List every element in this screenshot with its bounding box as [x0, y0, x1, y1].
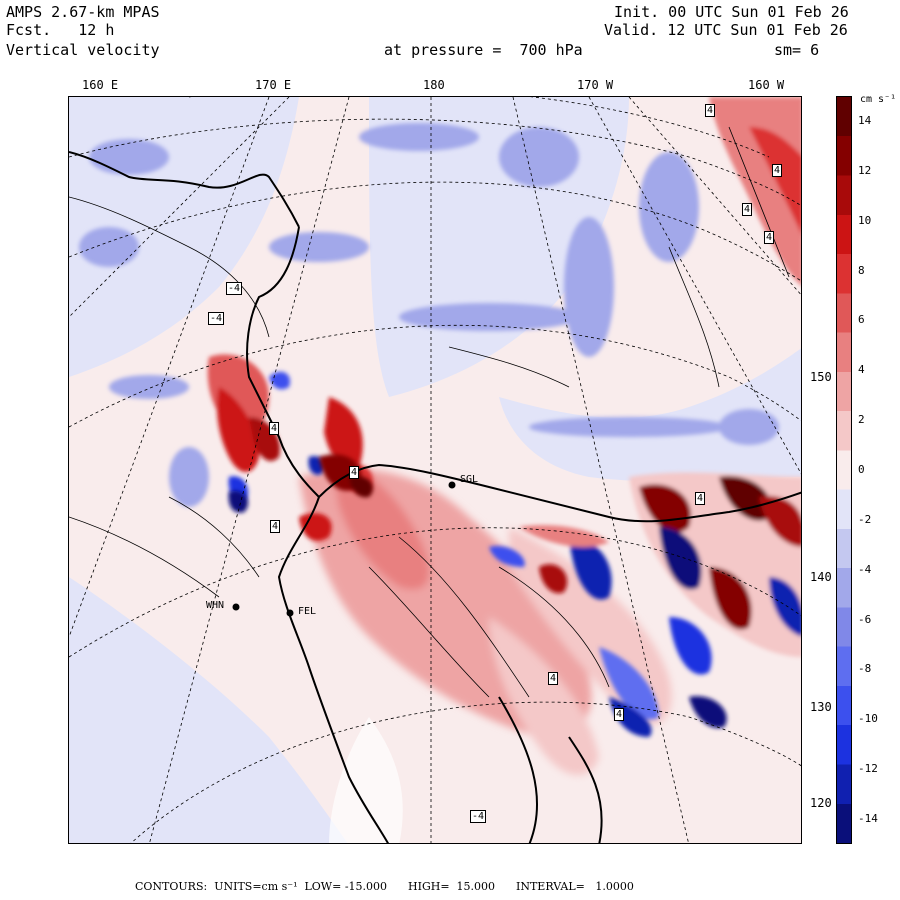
colorbar-tick-label: -6 [858, 612, 872, 626]
init-time: Init. 00 UTC Sun 01 Feb 26 [614, 3, 849, 21]
station-label-whn: WHN [206, 600, 225, 611]
colorbar-tick-label: -10 [858, 712, 878, 726]
colorbar-tick-label: -4 [858, 562, 872, 576]
colorbar-tick-label: 8 [858, 263, 865, 277]
contour-label: 4 [742, 203, 753, 216]
model-title: AMPS 2.67-km MPAS [6, 3, 160, 21]
contour-label: 4 [270, 520, 281, 533]
contour-label: 4 [772, 164, 783, 177]
contour-label: 4 [349, 466, 360, 479]
colorbar-unit: cm s⁻¹ [860, 94, 897, 105]
forecast-hour: Fcst. 12 h [6, 21, 115, 39]
colorbar-tick-label: 4 [858, 363, 865, 377]
colorbar-tick-label: 14 [858, 113, 872, 127]
contour-label: 4 [764, 231, 775, 244]
variable-name: Vertical velocity [6, 41, 160, 59]
contour-label: 4 [705, 104, 716, 117]
contour-info: CONTOURS: UNITS=cm s⁻¹ LOW= -15.000 HIGH… [135, 880, 634, 893]
colorbar-tick-label: -14 [858, 812, 878, 826]
colorbar-tick-label: -8 [858, 662, 872, 676]
colorbar-tick-label: 12 [858, 163, 872, 177]
colorbar-tick-label: 2 [858, 413, 865, 427]
station-marker [286, 609, 294, 617]
station-label-fel: FEL [298, 606, 317, 617]
contour-label: 4 [695, 492, 706, 505]
contour-label: -4 [208, 312, 225, 325]
smoothing: sm= 6 [774, 41, 820, 59]
colorbar-tick-label: -2 [858, 512, 872, 526]
lon-label: 180 [423, 78, 445, 92]
station-label-sgl: SGL [460, 474, 479, 485]
lon-label: 160 W [748, 78, 785, 92]
pressure-level: at pressure = 700 hPa [384, 41, 583, 59]
contour-label: -4 [470, 810, 487, 823]
colorbar-tick-label: 10 [858, 213, 872, 227]
lon-label: 160 E [82, 78, 119, 92]
vertical-velocity-map [68, 96, 802, 844]
contour-label: 4 [269, 422, 280, 435]
colorbar-tick-label: -12 [858, 762, 878, 776]
contour-label: -4 [226, 282, 243, 295]
lon-label: 170 E [255, 78, 292, 92]
station-marker [448, 481, 456, 489]
lon-label: 170 W [577, 78, 614, 92]
contour-label: 4 [614, 708, 625, 721]
colorbar-tick-label: 6 [858, 313, 865, 327]
valid-time: Valid. 12 UTC Sun 01 Feb 26 [604, 21, 848, 39]
colorbar-tick-label: 0 [858, 463, 865, 476]
contour-label: 4 [548, 672, 559, 685]
station-marker [232, 603, 240, 611]
colorbar [836, 96, 852, 844]
